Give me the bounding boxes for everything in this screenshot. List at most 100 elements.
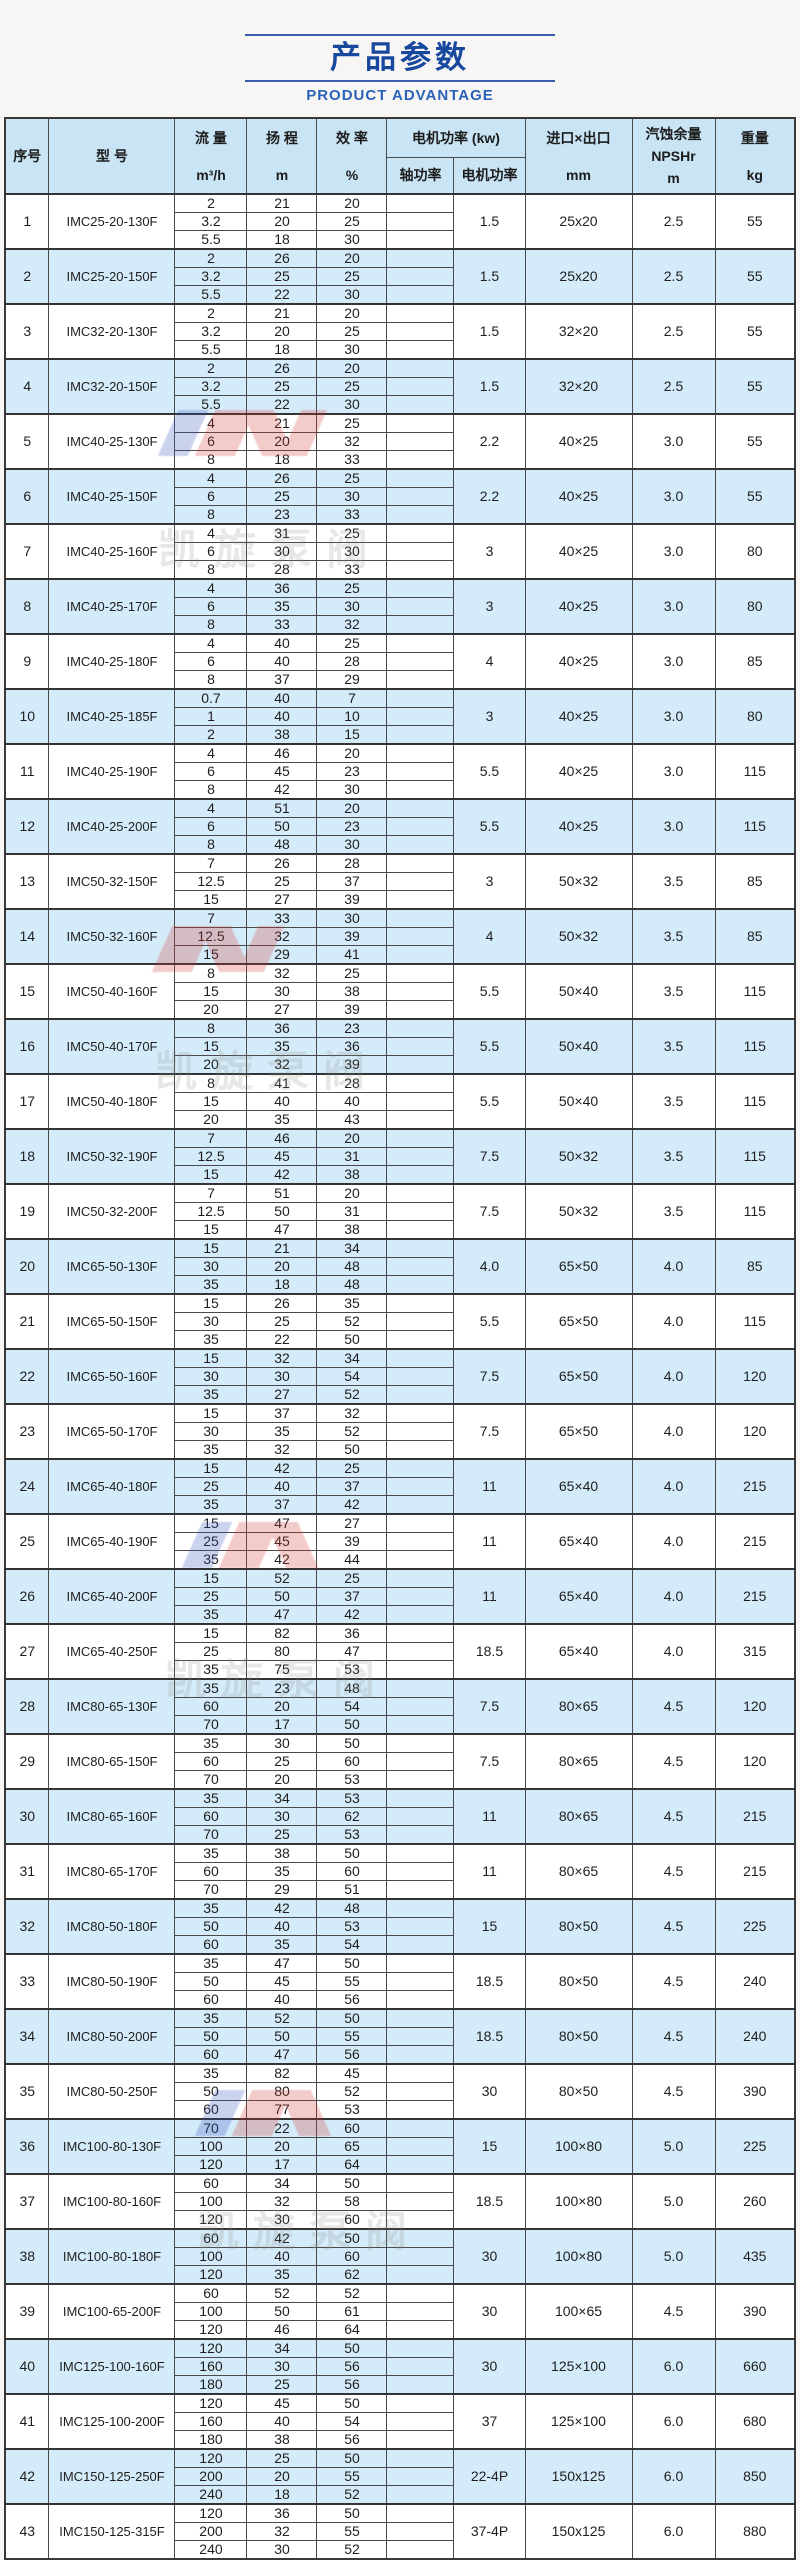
spec-row-1-sub2: 3.2 20 25: [5, 212, 795, 231]
head-cell: 42: [246, 2228, 318, 2248]
model-cell: IMC65-50-150F: [48, 1293, 176, 1350]
ports-cell: 65×50: [524, 1403, 633, 1460]
head-cell: 29: [246, 1880, 318, 1900]
efficiency-cell: 56: [316, 2375, 388, 2395]
seq-cell: 27: [4, 1623, 50, 1680]
efficiency-cell: 55: [316, 1972, 388, 1991]
motor-power-cell: 37: [453, 2393, 526, 2450]
weight-cell: 115: [714, 798, 796, 855]
spec-row-27-sub1: 27 IMC65-40-250F 15 82 36 18.5 65×40 4.0 315: [4, 1623, 796, 1680]
seq-cell: 3: [4, 303, 50, 360]
weight-cell: 240: [714, 1953, 796, 2010]
flow-cell: 70: [174, 1880, 248, 1900]
flow-cell: 120: [174, 2393, 248, 2413]
seq-cell: 11: [4, 743, 50, 800]
npsh-cell: 5.0: [631, 2173, 716, 2230]
weight-cell: 120: [714, 1678, 796, 1735]
motor-power-cell: 4.0: [453, 1238, 526, 1295]
flow-cell: 8: [174, 963, 248, 983]
weight-cell: 80: [714, 688, 796, 745]
efficiency-cell: 20: [316, 358, 388, 378]
shaft-power-cell: [386, 1440, 455, 1460]
spec-row-33-sub1: 33 IMC80-50-190F 35 47 50 18.5 80×50 4.5 240: [4, 1953, 796, 2010]
npsh-cell: 4.0: [631, 1238, 716, 1295]
efficiency-cell: 50: [316, 1330, 388, 1350]
model-cell: IMC50-40-170F: [48, 1018, 176, 1075]
npsh-cell: 3.0: [631, 633, 716, 690]
efficiency-cell: 29: [316, 670, 388, 690]
flow-cell: 4: [174, 468, 248, 488]
header-flow-name: 流 量: [195, 130, 227, 146]
head-cell: 37: [246, 670, 318, 690]
efficiency-cell: 45: [316, 2063, 388, 2083]
flow-cell: 35: [174, 1953, 248, 1973]
model-cell: IMC100-80-180F: [48, 2228, 176, 2285]
motor-power-cell: 18.5: [453, 2008, 526, 2065]
header-weight: 重量 kg: [714, 117, 796, 195]
spec-row-8-sub1: 8 IMC40-25-170F 4 36 25 3 40×25 3.0 80: [4, 578, 796, 635]
efficiency-cell: 27: [316, 1513, 388, 1533]
spec-row-12-sub1: 12 IMC40-25-200F 4 51 20 5.5 40×25 3.0 115: [4, 798, 796, 855]
efficiency-cell: 37: [316, 1477, 388, 1496]
motor-power-cell: 7.5: [453, 1128, 526, 1185]
seq-cell: 13: [4, 853, 50, 910]
shaft-power-cell: [386, 193, 455, 213]
ports-cell: 100×80: [524, 2173, 633, 2230]
ports-cell: 50×32: [524, 853, 633, 910]
spec-row-8-sub3: 8 33 32: [5, 615, 795, 635]
motor-power-cell: 7.5: [453, 1678, 526, 1735]
flow-cell: 35: [174, 1330, 248, 1350]
spec-row-10-sub1: 10 IMC40-25-185F 0.7 40 7 3 40×25 3.0 80: [4, 688, 796, 745]
shaft-power-cell: [386, 945, 455, 965]
header-weight-name: 重量: [740, 130, 769, 146]
motor-power-cell: 18.5: [453, 2173, 526, 2230]
head-cell: 25: [246, 487, 318, 506]
header-model: 型 号: [48, 117, 176, 195]
efficiency-cell: 50: [316, 1843, 388, 1863]
spec-row-1-sub1: 1 IMC25-20-130F 2 21 20 1.5 25x20 2.5 55: [4, 193, 796, 250]
npsh-cell: 3.0: [631, 523, 716, 580]
head-cell: 20: [246, 2467, 318, 2486]
shaft-power-cell: [386, 688, 455, 708]
head-cell: 26: [246, 1293, 318, 1313]
head-cell: 31: [246, 523, 318, 543]
model-cell: IMC40-25-180F: [48, 633, 176, 690]
head-cell: 47: [246, 1513, 318, 1533]
head-cell: 46: [246, 2320, 318, 2340]
npsh-cell: 5.0: [631, 2118, 716, 2175]
ports-cell: 125×100: [524, 2393, 633, 2450]
shaft-power-cell: [386, 872, 455, 891]
flow-cell: 15: [174, 1165, 248, 1185]
flow-cell: 3.2: [174, 212, 248, 231]
seq-cell: 19: [4, 1183, 50, 1240]
shaft-power-cell: [386, 633, 455, 653]
flow-cell: 60: [174, 1807, 248, 1826]
npsh-cell: 4.5: [631, 1898, 716, 1955]
spec-row-9-sub2: 6 40 28: [5, 652, 795, 671]
flow-cell: 240: [174, 2540, 248, 2560]
head-cell: 51: [246, 798, 318, 818]
ports-cell: 100×80: [524, 2118, 633, 2175]
npsh-cell: 2.5: [631, 248, 716, 305]
shaft-power-cell: [386, 2485, 455, 2505]
ports-cell: 50×40: [524, 1073, 633, 1130]
flow-cell: 70: [174, 1825, 248, 1845]
shaft-power-cell: [386, 2412, 455, 2431]
seq-cell: 10: [4, 688, 50, 745]
efficiency-cell: 39: [316, 927, 388, 946]
flow-cell: 100: [174, 2137, 248, 2156]
head-cell: 23: [246, 1678, 318, 1698]
model-cell: IMC80-50-250F: [48, 2063, 176, 2120]
head-cell: 28: [246, 560, 318, 580]
motor-power-cell: 4: [453, 633, 526, 690]
head-cell: 45: [246, 1532, 318, 1551]
shaft-power-cell: [386, 853, 455, 873]
weight-cell: 85: [714, 633, 796, 690]
flow-cell: 4: [174, 633, 248, 653]
model-cell: IMC100-80-160F: [48, 2173, 176, 2230]
shaft-power-cell: [386, 1293, 455, 1313]
efficiency-cell: 33: [316, 450, 388, 470]
spec-row-3-sub1: 3 IMC32-20-130F 2 21 20 1.5 32×20 2.5 55: [4, 303, 796, 360]
flow-cell: 160: [174, 2412, 248, 2431]
ports-cell: 40×25: [524, 578, 633, 635]
